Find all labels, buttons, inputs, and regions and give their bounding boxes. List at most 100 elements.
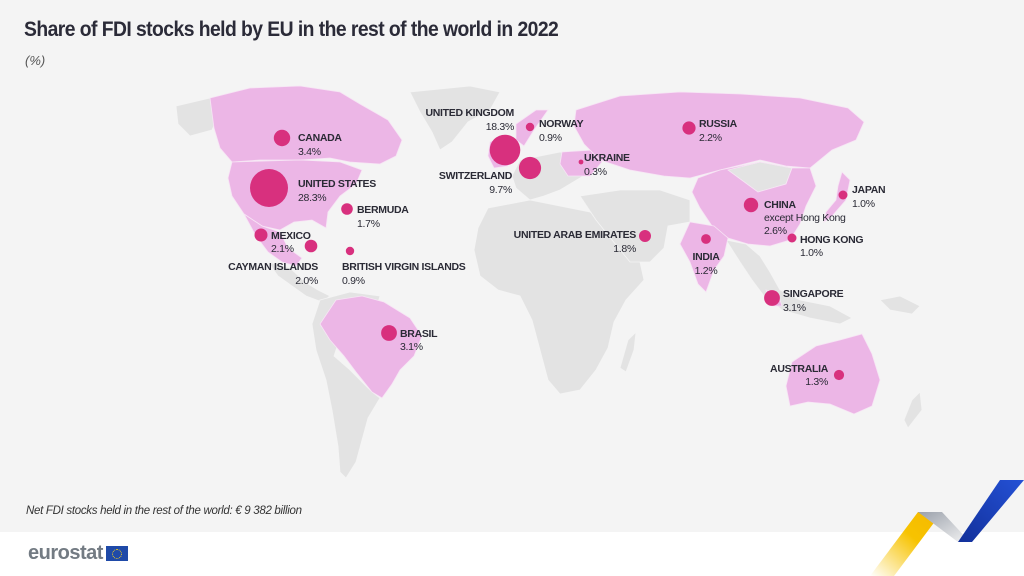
label-canada-value: 3.4%: [298, 146, 321, 158]
land-pacific-islands: [879, 295, 921, 315]
chart-title: Share of FDI stocks held by EU in the re…: [24, 18, 559, 41]
bubble-bermuda: [341, 203, 353, 215]
footnote: Net FDI stocks held in the rest of the w…: [26, 505, 302, 517]
bubble-mexico: [254, 228, 268, 242]
label-british-virgin-islands: BRITISH VIRGIN ISLANDS 0.9%: [342, 261, 466, 287]
label-bvi-value: 0.9%: [342, 275, 365, 287]
label-singapore: SINGAPORE 3.1%: [783, 288, 844, 314]
ribbon-yellow: [870, 512, 942, 576]
label-ukraine: UKRAINE 0.3%: [584, 152, 630, 178]
label-united-states-value: 28.3%: [298, 192, 326, 204]
bubble-united-arab-emirates: [639, 230, 651, 242]
label-mexico: MEXICO 2.1%: [271, 230, 311, 255]
bubble-hong-kong: [787, 233, 797, 243]
country-australia: [785, 333, 881, 415]
label-united-states-name: UNITED STATES: [298, 178, 376, 190]
label-hong-kong: HONG KONG 1.0%: [800, 234, 864, 259]
label-australia-name: AUSTRALIA: [770, 363, 829, 375]
label-india-name: INDIA: [692, 251, 720, 263]
label-japan: JAPAN 1.0%: [852, 184, 886, 210]
label-united-kingdom: UNITED KINGDOM 18.3%: [425, 107, 514, 133]
bubble-switzerland: [518, 156, 542, 180]
bubble-ukraine: [578, 159, 584, 165]
label-united-kingdom-name: UNITED KINGDOM: [425, 107, 514, 119]
ribbon-grey: [918, 512, 970, 542]
label-switzerland: SWITZERLAND 9.7%: [439, 170, 513, 196]
bubble-cayman-islands: [304, 239, 318, 253]
label-mexico-value: 2.1%: [271, 243, 294, 255]
label-bermuda-value: 1.7%: [357, 218, 380, 230]
country-russia: [573, 91, 865, 179]
label-singapore-value: 3.1%: [783, 302, 806, 314]
bubble-singapore: [764, 290, 780, 306]
label-bermuda: BERMUDA 1.7%: [357, 204, 410, 230]
unit-label: (%): [25, 53, 46, 68]
eurostat-logo[interactable]: eurostat: [28, 542, 128, 565]
label-cayman-islands-name: CAYMAN ISLANDS: [228, 261, 318, 273]
land-greenland: [409, 85, 501, 151]
label-united-kingdom-value: 18.3%: [486, 121, 514, 133]
label-switzerland-value: 9.7%: [489, 184, 512, 196]
label-united-states: UNITED STATES 28.3%: [298, 178, 377, 204]
ribbon-blue: [958, 480, 1024, 542]
label-china-value: 2.6%: [764, 225, 787, 237]
label-mexico-name: MEXICO: [271, 230, 311, 242]
bubble-brasil: [381, 325, 397, 341]
land-new-zealand: [903, 391, 923, 429]
label-china-name: CHINA: [764, 199, 796, 211]
label-bermuda-name: BERMUDA: [357, 204, 409, 216]
label-canada-name: CANADA: [298, 132, 342, 144]
label-japan-name: JAPAN: [852, 184, 885, 196]
labels-layer: CANADA 3.4% UNITED STATES 28.3% BERMUDA …: [228, 107, 886, 388]
footer-bar: [0, 532, 1024, 576]
country-mexico: [243, 213, 303, 267]
label-china-sub: except Hong Kong: [764, 212, 846, 224]
bubble-russia: [682, 121, 696, 135]
label-australia: AUSTRALIA 1.3%: [770, 363, 829, 388]
label-cayman-islands: CAYMAN ISLANDS 2.0%: [228, 261, 319, 287]
label-brasil: BRASIL 3.1%: [400, 328, 438, 353]
label-russia-value: 2.2%: [699, 132, 722, 144]
bubble-united-kingdom: [489, 134, 521, 166]
label-norway-value: 0.9%: [539, 132, 562, 144]
label-bvi-name: BRITISH VIRGIN ISLANDS: [342, 261, 466, 273]
land-se-asia: [725, 239, 853, 325]
bubble-british-virgin-islands: [345, 246, 355, 256]
label-singapore-name: SINGAPORE: [783, 288, 844, 300]
label-russia: RUSSIA 2.2%: [699, 118, 738, 144]
label-brasil-name: BRASIL: [400, 328, 438, 340]
bubble-united-states: [250, 169, 288, 207]
bubble-china: [743, 197, 759, 213]
label-india-value: 1.2%: [695, 265, 718, 277]
country-canada: [209, 85, 403, 165]
label-ukraine-value: 0.3%: [584, 166, 607, 178]
bubbles-layer: [250, 121, 848, 381]
label-uae-value: 1.8%: [613, 243, 636, 255]
bubble-japan: [838, 190, 848, 200]
label-cayman-islands-value: 2.0%: [295, 275, 318, 287]
logo-text: eurostat: [28, 542, 103, 564]
label-brasil-value: 3.1%: [400, 341, 423, 353]
label-uae: UNITED ARAB EMIRATES 1.8%: [514, 229, 637, 255]
label-ukraine-name: UKRAINE: [584, 152, 630, 164]
label-india: INDIA 1.2%: [692, 251, 720, 277]
country-japan: [823, 171, 851, 223]
label-canada: CANADA 3.4%: [298, 132, 343, 158]
country-india: [679, 221, 729, 293]
label-switzerland-name: SWITZERLAND: [439, 170, 513, 182]
bubble-canada: [273, 129, 291, 147]
bubble-norway: [525, 122, 535, 132]
bubble-india: [701, 234, 711, 244]
label-uae-name: UNITED ARAB EMIRATES: [514, 229, 637, 241]
label-hong-kong-name: HONG KONG: [800, 234, 863, 246]
country-brasil: [319, 295, 423, 399]
decorative-ribbon: [870, 480, 1024, 576]
land-madagascar: [619, 330, 637, 373]
label-china: CHINA except Hong Kong 2.6%: [764, 199, 846, 237]
label-japan-value: 1.0%: [852, 198, 875, 210]
label-hong-kong-value: 1.0%: [800, 247, 823, 259]
label-norway: NORWAY 0.9%: [539, 118, 584, 144]
label-norway-name: NORWAY: [539, 118, 584, 130]
label-australia-value: 1.3%: [805, 376, 828, 388]
